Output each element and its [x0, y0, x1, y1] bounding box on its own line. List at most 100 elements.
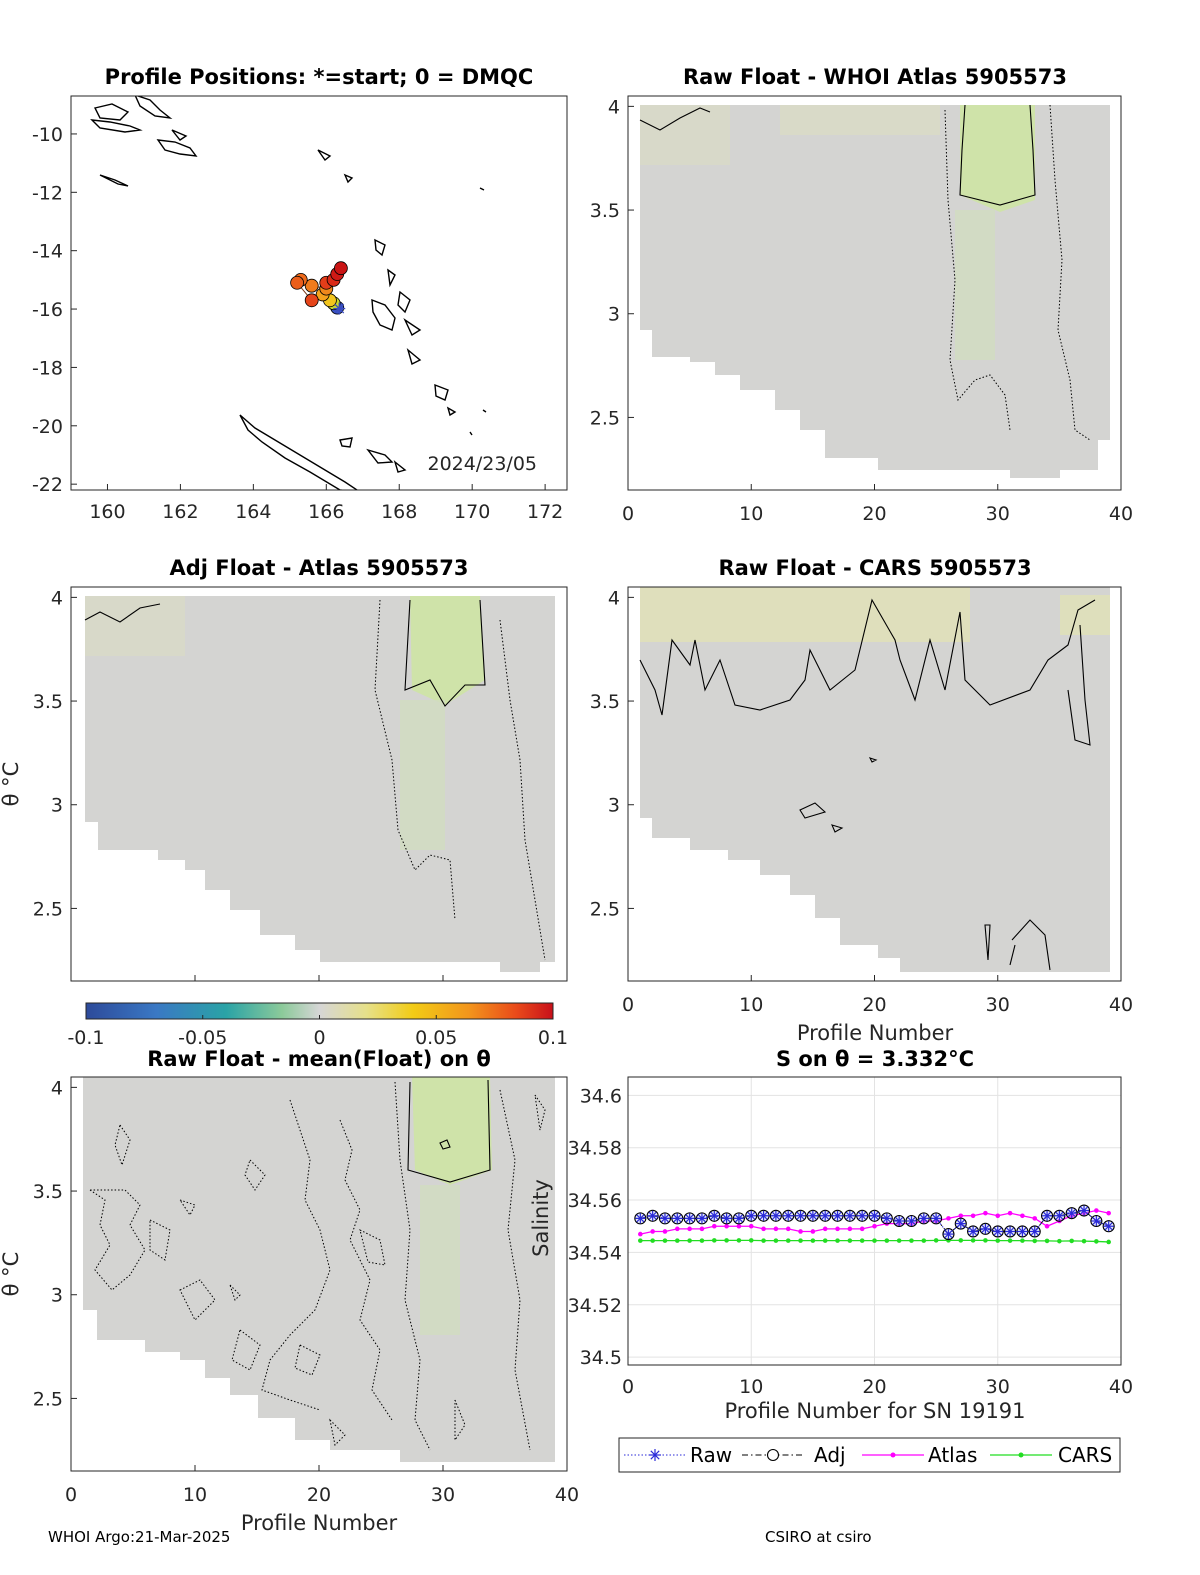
cars-point	[1069, 1238, 1074, 1244]
map-date-label: 2024/23/05	[427, 453, 537, 475]
raw-point	[980, 1223, 991, 1234]
salinity-ylabel: Salinity	[529, 1179, 553, 1257]
raw-point	[1005, 1226, 1016, 1237]
raw-point	[832, 1210, 843, 1221]
raw-atlas-title: Raw Float - WHOI Atlas 5905573	[683, 65, 1067, 89]
raw-cars-field	[639, 587, 1110, 972]
raw-point	[709, 1210, 720, 1221]
profile-marker	[304, 278, 319, 293]
raw-cars-contour-2	[1067, 624, 1091, 746]
raw-point	[783, 1210, 794, 1221]
raw-mean-ylabel: θ °C	[0, 1252, 23, 1297]
salinity-legend: Raw Adj Atlas CARS	[618, 1437, 1121, 1473]
xtick-label: 10	[183, 1484, 207, 1506]
atlas-point	[675, 1226, 680, 1232]
raw-atlas-contour-2	[959, 104, 1036, 206]
raw-point	[820, 1210, 831, 1221]
atlas-point	[958, 1213, 964, 1219]
map-ytick-label: -22	[32, 474, 63, 496]
atlas-point	[761, 1226, 766, 1232]
raw-cars-yellow-band	[640, 587, 970, 642]
ytick-label: 3	[608, 304, 620, 326]
raw-point	[733, 1213, 744, 1224]
legend-items: Raw Adj Atlas CARS	[624, 1443, 1112, 1467]
raw-mean-green-patch	[412, 1077, 492, 1185]
raw-mean-contour-1	[407, 1079, 491, 1183]
raw-point	[931, 1213, 942, 1224]
profile-marker	[333, 261, 348, 276]
salinity-chart: S on θ = 3.332°C 0 10 20 30 40 34.534.5234.5…	[529, 1047, 1133, 1423]
coast-new-caledonia	[239, 414, 359, 490]
coast-vanuatu-2	[371, 298, 396, 331]
raw-point	[659, 1213, 670, 1224]
map-y-ticks: -10 -12 -14 -16 -18 -20 -22	[32, 124, 77, 496]
raw-point	[1029, 1226, 1040, 1237]
salinity-series	[634, 1204, 1115, 1245]
raw-point	[1017, 1226, 1028, 1237]
raw-point	[943, 1229, 954, 1240]
raw-point	[795, 1210, 806, 1221]
cars-point	[958, 1238, 964, 1243]
coast-solomon-1	[90, 103, 143, 133]
cars-point	[995, 1238, 1001, 1243]
map-xtick-label: 164	[235, 501, 271, 523]
atlas-point	[650, 1229, 655, 1234]
atlas-point	[822, 1226, 828, 1232]
cars-point	[822, 1238, 828, 1243]
map-xtick-label: 168	[381, 501, 417, 523]
coast-solomon-4	[99, 174, 129, 187]
atlas-point	[1007, 1210, 1013, 1216]
atlas-point	[835, 1226, 840, 1232]
colorbar-ticks: -0.1 -0.05 0 0.05 0.1	[67, 1015, 568, 1049]
atlas-point	[847, 1226, 853, 1232]
map-xtick-label: 172	[527, 501, 563, 523]
cars-point	[872, 1238, 877, 1243]
colorbar-tick-label: -0.05	[178, 1027, 227, 1049]
cars-point	[835, 1238, 840, 1243]
series-raw	[635, 1205, 1114, 1240]
cars-point	[773, 1238, 779, 1243]
raw-atlas-green-tint	[955, 210, 995, 360]
raw-mean-dotted-contours	[88, 1081, 546, 1451]
xtick-label: 30	[986, 503, 1010, 525]
raw-mean-x-ticks: 0 10 20 30 40	[65, 1465, 579, 1506]
raw-point	[881, 1213, 892, 1224]
ytick-label: 4	[608, 96, 620, 118]
raw-point	[918, 1213, 929, 1224]
xtick-label: 0	[622, 994, 634, 1016]
raw-mean-green-tint	[420, 1185, 460, 1335]
cars-point	[662, 1238, 668, 1243]
raw-cars-contour-3	[799, 757, 878, 833]
heatmap-adj-atlas: Adj Float - Atlas 5905573 2.5 3 3.5 4 θ °C	[0, 556, 568, 982]
cars-point	[1081, 1238, 1087, 1244]
legend-item-raw: Raw	[624, 1443, 732, 1467]
adj-atlas-ylabel: θ °C	[0, 762, 23, 807]
map-ytick-label: -10	[32, 124, 63, 146]
ytick-label: 3	[608, 795, 620, 817]
atlas-point	[859, 1226, 865, 1232]
raw-point	[672, 1213, 683, 1224]
ytick-label: 2.5	[33, 1388, 63, 1410]
raw-point	[684, 1213, 695, 1224]
coast-temotu	[317, 149, 354, 184]
ytick-label: 3	[51, 1285, 63, 1307]
cars-point	[798, 1238, 803, 1243]
legend-label: Adj	[814, 1443, 846, 1467]
salinity-ytick-label: 34.5	[580, 1347, 622, 1369]
adj-atlas-x-ticks	[70, 975, 568, 981]
atlas-point	[699, 1226, 705, 1232]
raw-point	[758, 1210, 769, 1221]
ytick-label: 3.5	[33, 691, 63, 713]
cars-point	[785, 1238, 791, 1243]
legend-item-atlas: Atlas	[862, 1443, 977, 1467]
raw-point	[955, 1218, 966, 1229]
profile-marker	[290, 275, 305, 290]
coastlines	[90, 96, 487, 490]
xtick-label: 20	[862, 994, 886, 1016]
cars-point	[748, 1238, 754, 1243]
cars-point	[761, 1238, 766, 1243]
heatmap-raw-mean: Raw Float - mean(Float) on θ	[0, 1047, 579, 1535]
xtick-label: 40	[1109, 503, 1133, 525]
adj-atlas-dotted-1	[374, 599, 456, 921]
